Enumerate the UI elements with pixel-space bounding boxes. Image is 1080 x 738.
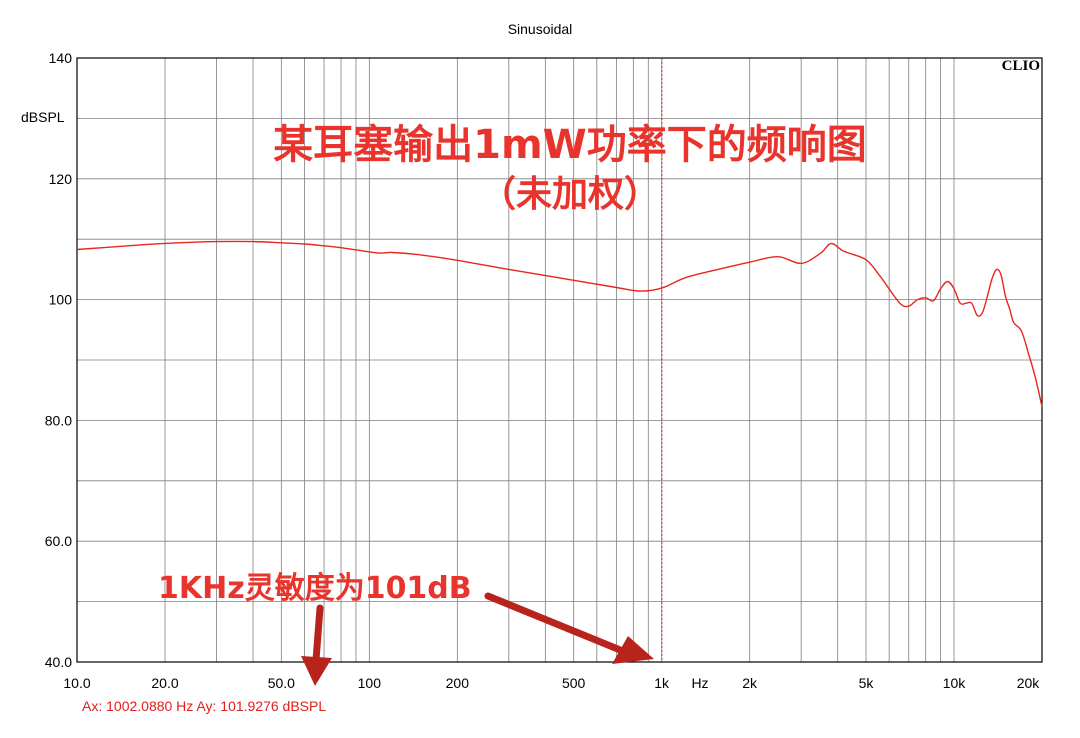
- clio-brand: CLIO: [1002, 58, 1040, 74]
- x-tick-label: 1k: [654, 675, 670, 691]
- x-tick-label: 2k: [742, 675, 758, 691]
- chart-title: Sinusoidal: [508, 21, 573, 37]
- x-tick-label: 50.0: [268, 675, 295, 691]
- y-tick-label: 100: [49, 292, 73, 308]
- x-tick-label: 500: [562, 675, 586, 691]
- x-tick-label: 200: [446, 675, 470, 691]
- grid: [77, 58, 1042, 662]
- y-tick-label: 80.0: [45, 412, 72, 428]
- y-tick-label: 40.0: [45, 654, 72, 670]
- annotation-title: 某耳塞输出1mW功率下的频响图: [273, 122, 867, 168]
- cursor-readout: Ax: 1002.0880 Hz Ay: 101.9276 dBSPL: [82, 698, 326, 714]
- y-tick-label: 60.0: [45, 533, 72, 549]
- x-unit-label: Hz: [691, 675, 708, 691]
- x-tick-label: 10.0: [63, 675, 90, 691]
- x-tick-label: 10k: [943, 675, 967, 691]
- annotation-subtitle: （未加权）: [480, 174, 660, 215]
- series-line: [76, 240, 1043, 407]
- x-tick-label: 20k: [1017, 675, 1041, 691]
- annotation-sensitivity: 1KHz灵敏度为101dB: [158, 571, 472, 606]
- x-tick-label: 5k: [859, 675, 875, 691]
- plot-frame: [76, 57, 1043, 663]
- y-tick-label: 120: [49, 171, 73, 187]
- x-tick-label: 100: [358, 675, 382, 691]
- arrow-down: [301, 604, 332, 686]
- y-tick-labels: 140 120 100 80.0 60.0 40.0: [45, 50, 72, 670]
- y-axis-label: dBSPL: [21, 109, 65, 125]
- x-tick-label: 20.0: [151, 675, 178, 691]
- y-tick-label: 140: [49, 50, 73, 66]
- arrow-to-cursor: [484, 592, 654, 664]
- x-tick-labels: 10.0 20.0 50.0 100 200 500 1k 2k 5k 10k 20k: [63, 675, 1040, 691]
